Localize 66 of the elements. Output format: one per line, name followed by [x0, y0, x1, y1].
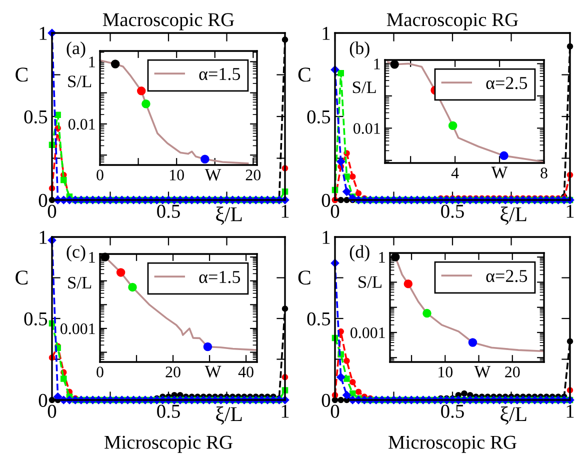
legend-label: α=2.5: [486, 270, 528, 282]
x-tick-label: 4: [451, 168, 459, 178]
x-axis-title: W: [204, 169, 222, 181]
chart-title: Macroscopic RG: [102, 13, 234, 30]
y-tick-label: 0: [322, 194, 330, 207]
x-tick-label: 8: [540, 168, 548, 178]
x-tick-label: 40: [238, 366, 254, 378]
y-tick-label: 1: [322, 230, 330, 244]
y-tick-label: 0: [38, 194, 48, 207]
y-axis-title: S/L: [358, 276, 382, 288]
y-tick-label: 1: [379, 252, 385, 263]
y-axis-title: C: [298, 270, 310, 285]
y-tick-label: 0: [38, 394, 48, 407]
y-tick-label: 0.001: [350, 327, 385, 338]
legend-label: α=1.5: [199, 68, 240, 80]
x-tick-label: 0.5: [157, 204, 180, 218]
x-tick-label: 10: [438, 366, 453, 378]
x-tick-label: 0: [96, 366, 104, 378]
x-tick-label: 20: [166, 366, 180, 378]
y-tick-label: 1: [40, 230, 47, 244]
y-tick-label: 0.01: [68, 118, 95, 130]
y-axis-title: C: [16, 68, 28, 82]
y-tick-label: 1: [89, 56, 95, 68]
x-axis-title: W: [474, 366, 491, 378]
y-axis-title: S/L: [68, 76, 92, 88]
x-axis-title: ξ/L: [500, 406, 526, 425]
x-tick-label: 1: [566, 204, 574, 218]
text: Microscopic RG: [104, 436, 232, 453]
y-tick-label: 0.5: [307, 312, 330, 326]
y-tick-label: 1: [322, 26, 330, 40]
legend-label: α=2.5: [486, 76, 528, 90]
y-axis-title: S/L: [352, 82, 376, 94]
chart-title: Macroscopic RG: [386, 13, 518, 30]
x-tick-label: 1: [566, 404, 574, 418]
y-tick-label: 0.5: [24, 110, 48, 124]
y-axis-title: S/L: [68, 276, 92, 289]
y-tick-label: 0.5: [24, 312, 48, 326]
annotation: (c): [66, 245, 86, 262]
legend-label: α=1.5: [199, 270, 240, 284]
annotation: (a): [66, 42, 86, 58]
x-axis-title: ξ/L: [216, 206, 242, 225]
x-axis-title: W: [204, 366, 222, 378]
y-tick-label: 1: [40, 26, 47, 40]
y-tick-label: 0: [322, 394, 330, 407]
y-tick-label: 0.5: [307, 110, 330, 124]
x-tick-label: 0.5: [441, 204, 464, 218]
x-tick-label: 0: [96, 170, 104, 180]
y-axis-title: C: [298, 68, 310, 82]
text: Microscopic RG: [388, 436, 516, 453]
x-tick-label: 1: [282, 204, 289, 218]
x-tick-label: 1: [282, 404, 289, 418]
x-tick-label: 10: [170, 170, 184, 180]
x-tick-label: 0.5: [441, 404, 464, 418]
annotation: (b): [350, 42, 370, 58]
x-tick-label: 0.5: [157, 404, 180, 418]
y-tick-label: 1: [89, 252, 95, 263]
x-axis-title: W: [491, 166, 508, 178]
y-tick-label: 1: [374, 58, 380, 70]
annotation: (d): [350, 245, 370, 262]
y-axis-title: C: [16, 270, 28, 285]
x-tick-label: 20: [246, 170, 261, 180]
y-tick-label: 0.01: [353, 123, 380, 134]
x-axis-title: ξ/L: [216, 406, 242, 425]
y-tick-label: 0.001: [60, 323, 95, 334]
x-axis-title: ξ/L: [500, 206, 526, 225]
x-tick-label: 20: [505, 366, 520, 378]
